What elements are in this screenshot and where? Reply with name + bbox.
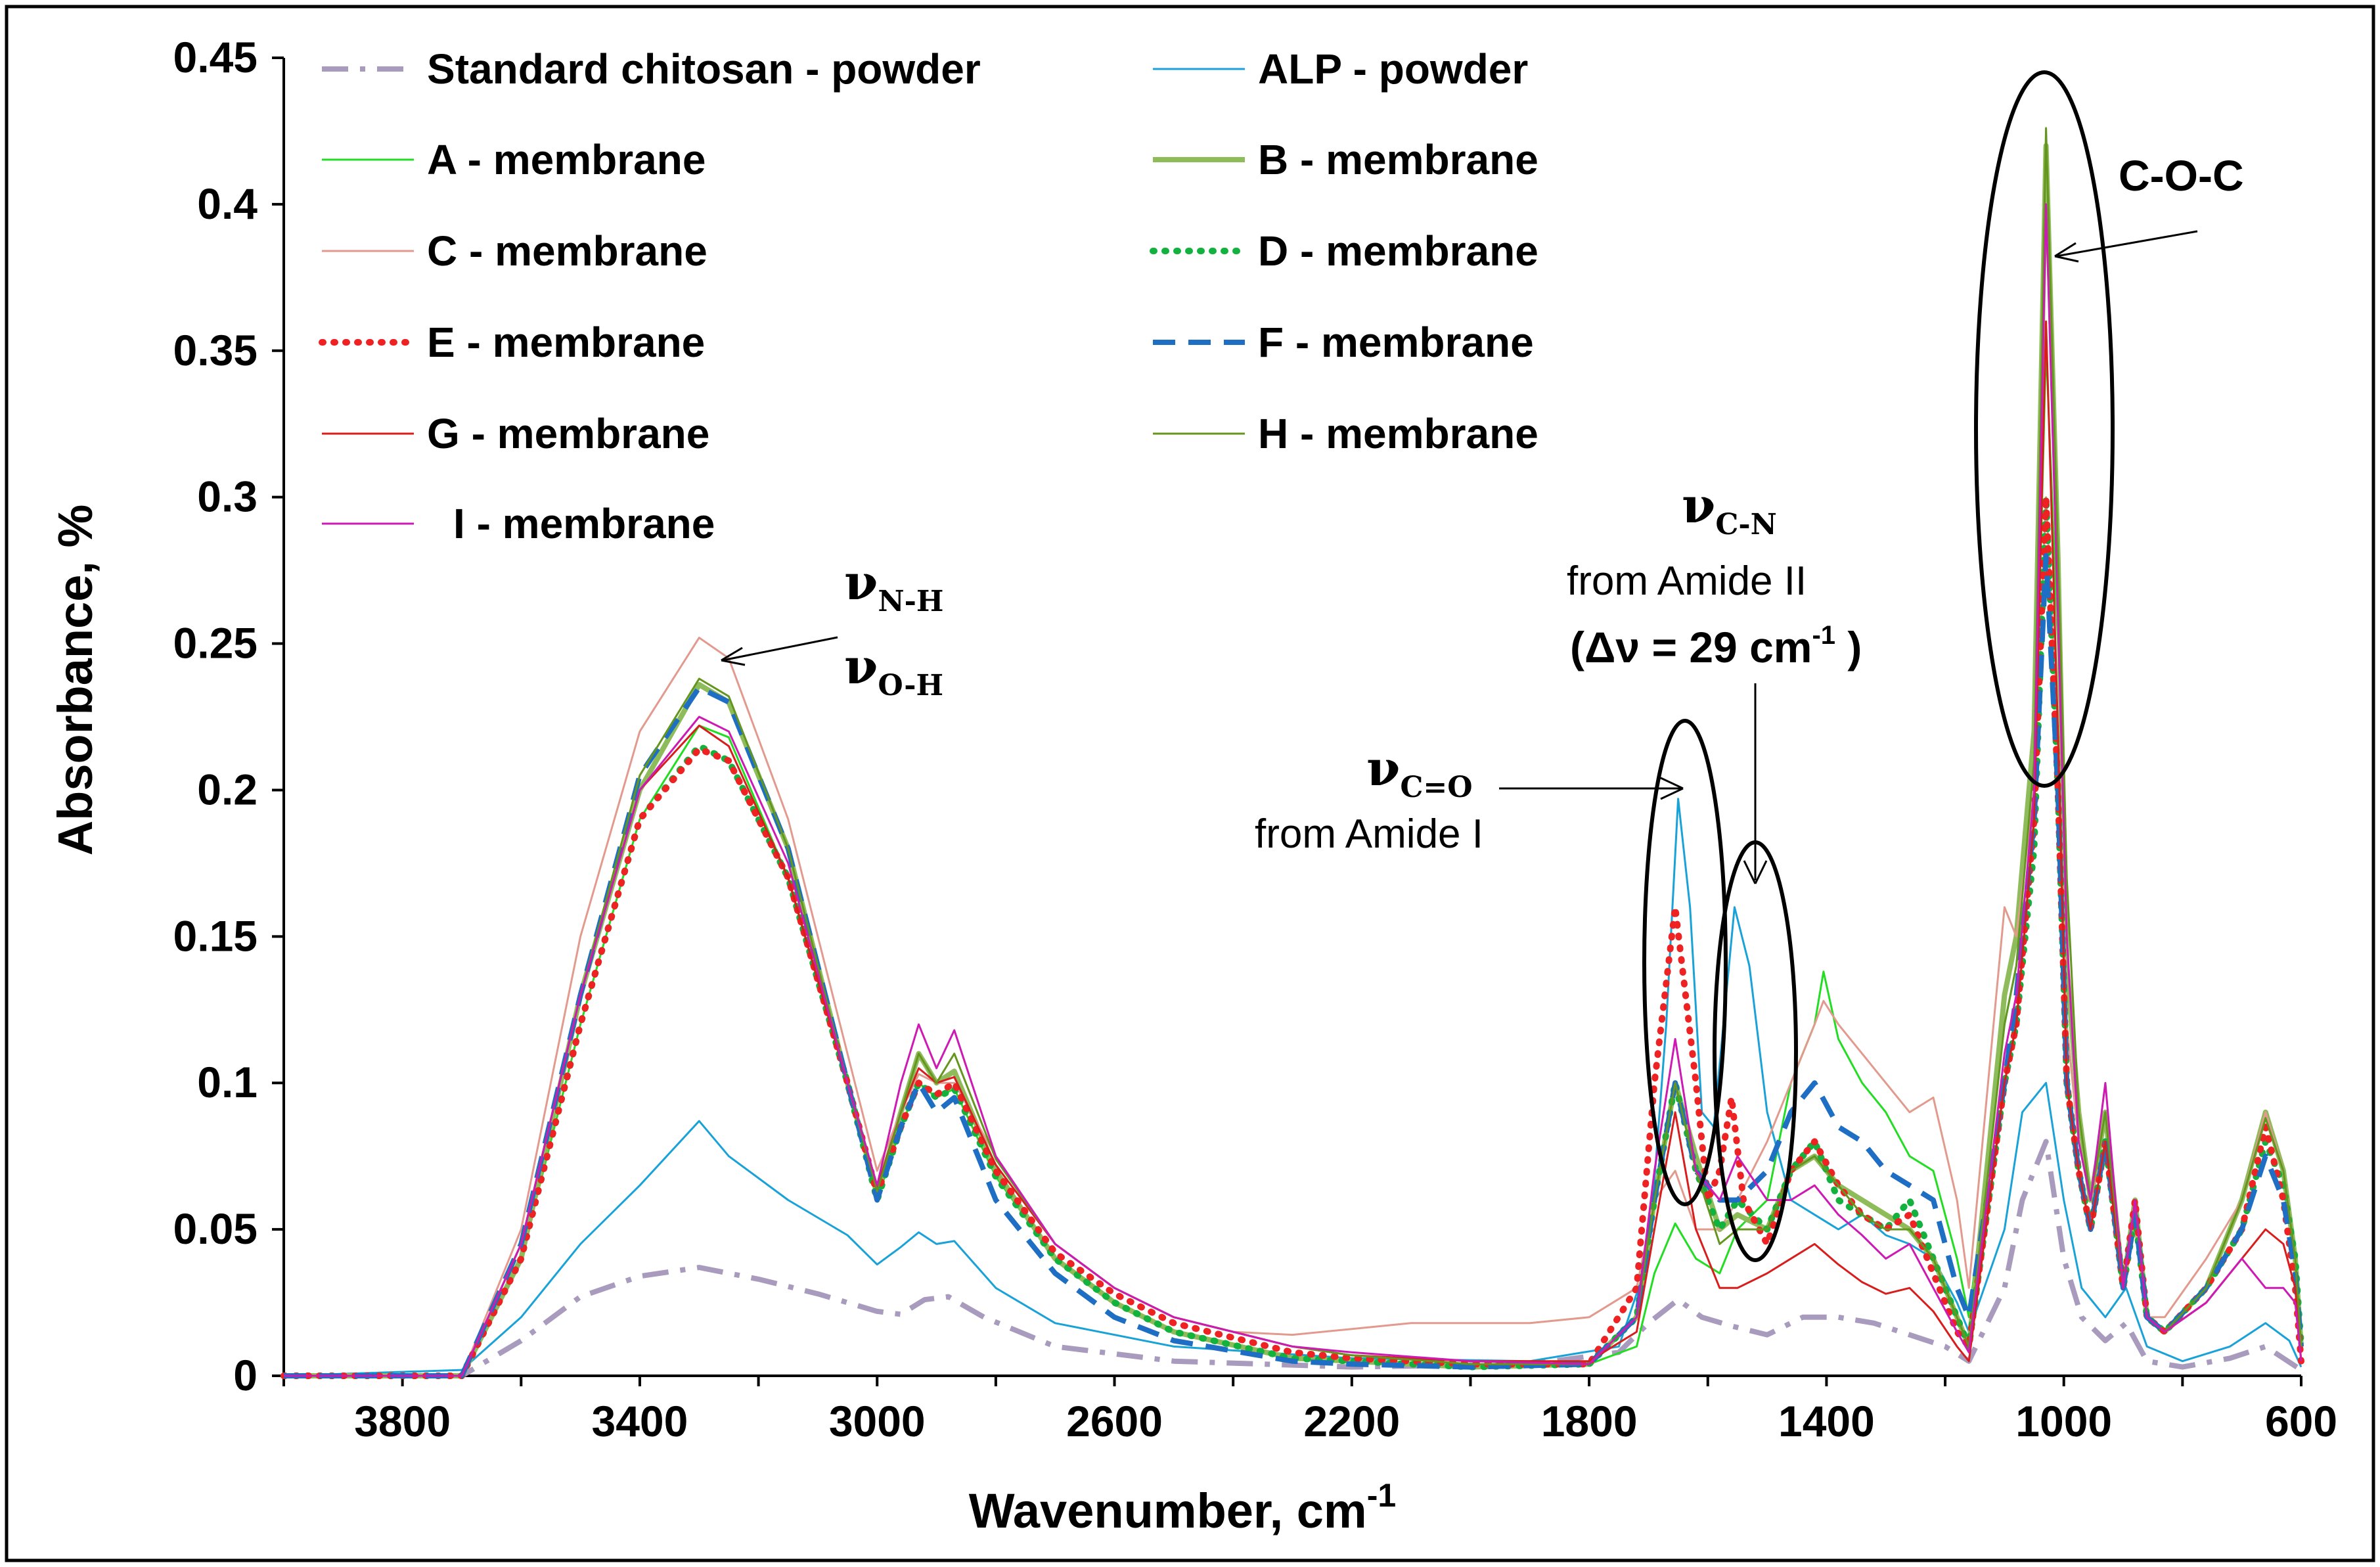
- annotation-nh-nu: νN-H: [844, 555, 943, 618]
- legend: Standard chitosan - powder ALP - powder A …: [319, 45, 1538, 547]
- annotation-cn-arrowhead: [1743, 860, 1768, 884]
- legend-label: E - membrane: [427, 319, 705, 366]
- x-axis-title-text: Wavenumber, cm: [969, 1484, 1367, 1538]
- x-tick-label: 2200: [1303, 1397, 1400, 1445]
- x-tick-label: 3400: [592, 1397, 688, 1445]
- annotation-co-text: from Amide I: [1255, 811, 1483, 857]
- x-tick-label: 3800: [354, 1397, 451, 1445]
- annotation-co-nu: νC=O: [1366, 740, 1473, 804]
- x-tick-label: 1000: [2015, 1397, 2112, 1445]
- y-tick-label: 0.3: [197, 472, 258, 521]
- ellipse-amide-i: [1642, 719, 1728, 1206]
- legend-label: Standard chitosan - powder: [427, 45, 981, 93]
- annotation-coc-label: C-O-C: [2119, 151, 2244, 200]
- annotation-nh-sub: N-H: [878, 585, 943, 618]
- legend-label: D - membrane: [1258, 227, 1538, 275]
- y-tick-label: 0.05: [173, 1204, 258, 1253]
- annotation-coc-arrow: [2055, 230, 2198, 258]
- series-layer: [281, 127, 2304, 1379]
- y-tick-label: 0: [233, 1351, 258, 1399]
- legend-label: A - membrane: [427, 136, 706, 183]
- x-tick-label: 1800: [1541, 1397, 1638, 1445]
- series-line-i-10: [284, 203, 2302, 1377]
- legend-label: C - membrane: [427, 227, 707, 275]
- y-tick-label: 0.35: [173, 326, 258, 375]
- x-tick-label: 1400: [1778, 1397, 1875, 1445]
- ellipse-amide-ii: [1713, 840, 1798, 1262]
- y-axis-title: Absorbance, %: [48, 505, 102, 856]
- y-tick-label: 0.1: [197, 1058, 258, 1106]
- series-line-standard-0: [284, 1139, 2303, 1378]
- annotation-nh-arrow: [722, 636, 838, 662]
- annotation-cn-text: from Amide II: [1567, 558, 1807, 604]
- annotations: νN-H νO-H νC=O from Amide I νC-N from Am…: [721, 70, 2244, 1262]
- annotation-coc-arrowhead: [2054, 242, 2079, 263]
- y-tick-label: 0.4: [197, 179, 258, 228]
- annotation-oh-nu: νO-H: [844, 639, 943, 702]
- ellipse-coc: [1974, 70, 2115, 788]
- annotation-cn-sub: C-N: [1715, 508, 1777, 541]
- x-tick-label: 3000: [829, 1397, 926, 1445]
- x-tick-label: 600: [2265, 1397, 2337, 1445]
- x-tick-label: 2600: [1066, 1397, 1163, 1445]
- annotation-oh-sub: O-H: [878, 669, 943, 702]
- annotation-co-arrowhead: [1660, 777, 1684, 800]
- legend-label: G - membrane: [427, 410, 709, 457]
- legend-label: ALP - powder: [1258, 45, 1528, 93]
- annotation-cn-nu: νC-N: [1682, 478, 1777, 541]
- series-line-f-7: [284, 553, 2304, 1378]
- x-axis-title-exponent: -1: [1367, 1477, 1396, 1514]
- series-line-e-6: [281, 493, 2304, 1379]
- legend-label: F - membrane: [1258, 319, 1534, 366]
- annotation-cn-delta: (Δν = 29 cm-1 ): [1570, 621, 1862, 671]
- y-tick-label: 0.15: [173, 911, 258, 960]
- y-tick-label: 0.25: [173, 619, 258, 668]
- legend-label: B - membrane: [1258, 136, 1538, 183]
- y-axis-ticks: 0 0.05 0.1 0.15 0.2 0.25 0.3 0.35 0.4 0.45: [173, 33, 284, 1399]
- y-tick-label: 0.45: [173, 33, 258, 81]
- annotation-co-sub: C=O: [1400, 771, 1472, 804]
- figure-frame: [5, 5, 2375, 1562]
- annotation-nh-arrowhead: [721, 647, 746, 666]
- y-tick-label: 0.2: [197, 765, 258, 813]
- legend-label: I - membrane: [453, 500, 715, 547]
- legend-label: H - membrane: [1258, 410, 1538, 457]
- x-axis-ticks: 3800 3400 3000 2600 2200 1800 1400 1000 600: [282, 1376, 2337, 1445]
- x-axis-title: Wavenumber, cm-1: [969, 1477, 1396, 1538]
